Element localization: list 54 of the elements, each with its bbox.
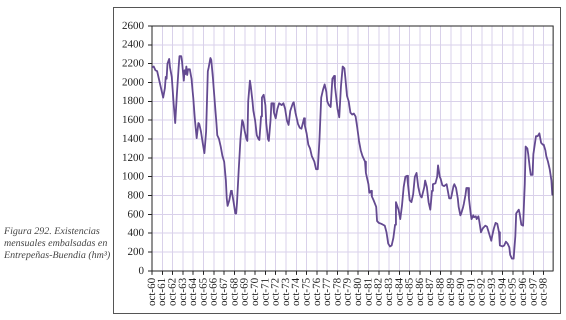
x-tick-label: oct-94 [496,277,508,306]
x-tick-label: oct-97 [527,277,540,306]
y-tick-label: 1600 [122,114,144,126]
text: Figura 292. Existencias mensuales embalsadas en Entrepeñas-Buendia (hm³) [4,226,112,262]
x-tick-label: oct-75 [300,277,312,306]
x-tick-label: oct-91 [465,278,478,306]
x-tick-label: oct-87 [424,277,436,306]
x-tick-label: oct-77 [321,277,334,306]
x-tick-label: oct-72 [270,278,282,306]
x-tick-label: oct-82 [372,278,385,306]
y-tick-label: 1800 [122,95,144,108]
y-tick-label: 400 [128,227,144,240]
x-tick-label: oct-88 [434,277,446,306]
x-tick-label: oct-65 [197,277,210,306]
x-tick-label: oct-66 [208,277,220,306]
x-tick-label: oct-90 [455,277,468,306]
x-tick-label: oct-61 [156,278,168,306]
x-tick-label: oct-63 [176,277,189,306]
y-tick-label: 2400 [122,38,144,51]
x-tick-label: oct-71 [259,278,272,306]
x-tick-label: oct-73 [280,277,292,306]
x-tick-label: oct-81 [362,278,374,306]
x-tick-label: oct-92 [476,278,488,306]
x-tick-label: oct-79 [342,277,354,306]
y-tick-label: 2200 [122,58,144,70]
y-tick-label: 1400 [122,132,144,145]
x-tick-label: oct-84 [393,277,406,306]
x-tick-label: oct-62 [166,278,179,306]
x-tick-label: oct-64 [187,277,200,306]
x-tick-label: oct-85 [404,277,416,306]
y-tick-label: 0 [138,264,144,277]
x-tick-label: oct-78 [331,277,344,306]
x-tick-label: oct-74 [290,277,302,306]
x-tick-label: oct-95 [506,277,519,306]
y-tick-label: 1000 [122,170,144,183]
y-tick-label: 2600 [122,20,144,32]
x-tick-label: oct-76 [310,277,323,306]
y-tick-label: 1200 [122,152,144,164]
x-tick-label: oct-86 [414,277,426,306]
x-tick-label: oct-70 [248,277,261,306]
y-tick-label: 800 [128,189,144,202]
y-tick-label: 600 [128,208,144,220]
x-tick-label: oct-68 [228,277,240,306]
x-tick-label: oct-60 [146,277,158,306]
y-tick-label: 2000 [122,76,144,88]
x-tick-label: oct-89 [444,277,457,306]
x-tick-label: oct-83 [382,277,395,306]
x-tick-label: oct-67 [218,277,230,306]
x-tick-label: oct-98 [538,277,550,306]
x-tick-label: oct-80 [352,277,364,306]
x-tick-label: oct-93 [486,277,498,306]
x-tick-label: oct-69 [238,277,251,306]
x-tick-label: oct-96 [516,277,529,306]
y-tick-label: 200 [128,246,144,258]
